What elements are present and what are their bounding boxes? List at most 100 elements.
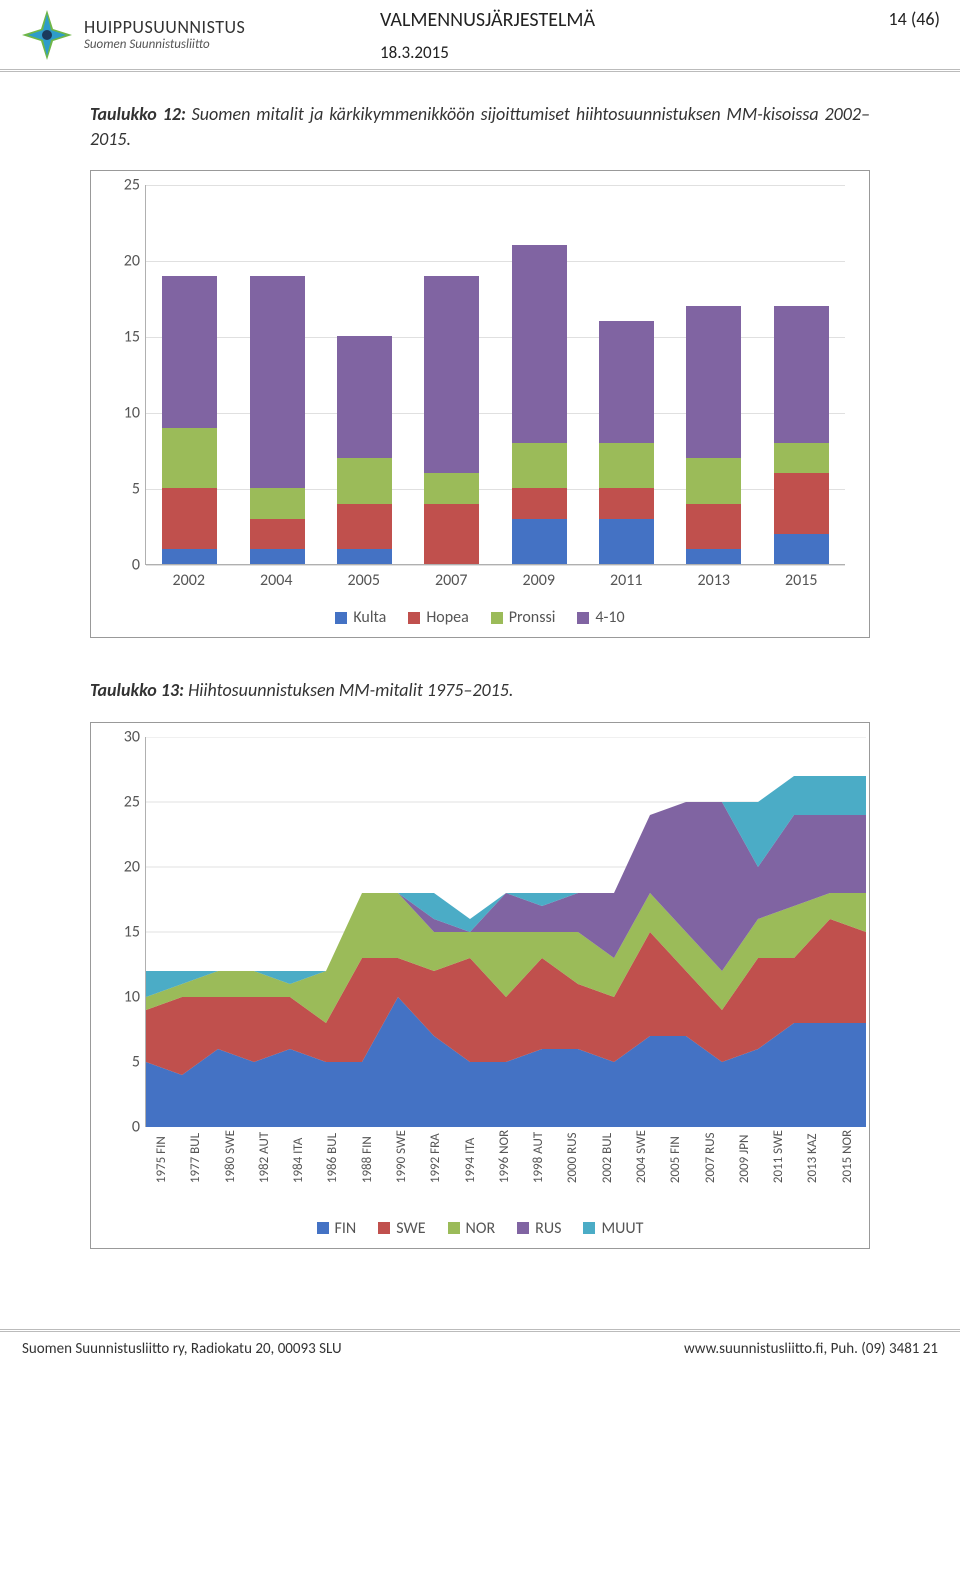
y-tick: 25 [110,792,140,811]
seg-4-10-2013 [686,306,741,458]
caption-12-label: Taulukko 12: [90,103,186,125]
seg-Kulta-2002 [162,549,217,564]
chart12-legend: Kulta Hopea Pronssi 4-10 [101,608,859,627]
bar-2015 [774,306,829,564]
legend-swatch [335,612,347,624]
legend-swatch [583,1222,595,1234]
bars-row [146,185,845,564]
x-tick: 2005 [336,571,391,590]
seg-4-10-2005 [337,336,392,458]
bar-2011 [599,321,654,564]
compass-logo-icon [20,8,74,62]
page-number: 14 (46) [869,8,940,30]
seg-Pronssi-2009 [512,443,567,489]
seg-Pronssi-2011 [599,443,654,489]
x-tick: 2007 [424,571,479,590]
chart13-plot: 051015202530 [145,737,865,1127]
legend-item-Pronssi: Pronssi [491,608,556,627]
logo-block: HUIPPUSUUNNISTUS Suomen Suunnistusliitto [20,8,340,62]
seg-Pronssi-2004 [250,488,305,518]
legend-item-4-10: 4-10 [577,608,624,627]
legend-label: Pronssi [509,608,556,627]
seg-Kulta-2015 [774,534,829,564]
x-tick: 2015 NOR [813,1148,883,1182]
seg-Kulta-2005 [337,549,392,564]
seg-Hopea-2015 [774,473,829,534]
legend-swatch [378,1222,390,1234]
x-tick: 2009 [511,571,566,590]
x-labels: 20022004200520072009201120132015 [145,571,845,590]
seg-Kulta-2011 [599,519,654,565]
legend-label: SWE [396,1219,425,1238]
x-tick: 2015 [774,571,829,590]
caption-13-label: Taulukko 13: [90,679,184,701]
legend-item-Kulta: Kulta [335,608,386,627]
legend-swatch [408,612,420,624]
legend-swatch [517,1222,529,1234]
caption-12-rest: Suomen mitalit ja kärkikymmenikköön sijo… [90,103,870,150]
legend-item-NOR: NOR [448,1219,496,1238]
legend-label: MUUT [601,1219,643,1238]
seg-Kulta-2009 [512,519,567,565]
seg-Pronssi-2007 [424,473,479,503]
bar-2005 [337,336,392,564]
y-tick: 20 [110,857,140,876]
y-tick: 10 [110,987,140,1006]
seg-4-10-2011 [599,321,654,443]
legend-item-RUS: RUS [517,1219,561,1238]
legend-label: Hopea [426,608,468,627]
legend-label: RUS [535,1219,561,1238]
bar-2002 [162,276,217,565]
bar-2007 [424,276,479,565]
seg-Kulta-2004 [250,549,305,564]
seg-Hopea-2002 [162,488,217,549]
seg-4-10-2002 [162,276,217,428]
legend-item-SWE: SWE [378,1219,425,1238]
y-tick: 25 [110,176,140,195]
caption-12: Taulukko 12: Suomen mitalit ja kärkikymm… [90,102,870,152]
y-tick: 20 [110,252,140,271]
legend-label: NOR [466,1219,496,1238]
content: Taulukko 12: Suomen mitalit ja kärkikymm… [0,72,960,1299]
header-center: VALMENNUSJÄRJESTELMÄ 18.3.2015 [340,8,869,63]
seg-Hopea-2004 [250,519,305,549]
y-tick: 15 [110,328,140,347]
seg-Hopea-2005 [337,504,392,550]
footer-left: Suomen Suunnistusliitto ry, Radiokatu 20… [22,1340,342,1358]
brand-title: HUIPPUSUUNNISTUS [84,18,245,38]
seg-4-10-2015 [774,306,829,443]
page-footer: Suomen Suunnistusliitto ry, Radiokatu 20… [0,1329,960,1370]
caption-13: Taulukko 13: Hiihtosuunnistuksen MM-mita… [90,678,870,703]
legend-item-FIN: FIN [317,1219,357,1238]
legend-swatch [577,612,589,624]
legend-swatch [491,612,503,624]
footer-right: www.suunnistusliitto.fi, Puh. (09) 3481 … [684,1340,938,1358]
chart-13-box: 0510152025301975 FIN1977 BUL1980 SWE1982… [90,722,870,1249]
seg-Pronssi-2002 [162,428,217,489]
seg-Hopea-2011 [599,488,654,518]
legend-item-MUUT: MUUT [583,1219,643,1238]
brand-sub: Suomen Suunnistusliitto [84,38,245,52]
gridline [146,565,845,566]
doc-title: VALMENNUSJÄRJESTELMÄ [380,8,869,32]
legend-label: Kulta [353,608,386,627]
seg-4-10-2004 [250,276,305,489]
x-tick: 2002 [161,571,216,590]
seg-Hopea-2009 [512,488,567,518]
chart12-plot: 0510152025 [145,185,845,565]
legend-item-Hopea: Hopea [408,608,468,627]
caption-13-rest: Hiihtosuunnistuksen MM-mitalit 1975–2015… [188,679,513,701]
y-tick: 10 [110,404,140,423]
seg-Hopea-2013 [686,504,741,550]
seg-Pronssi-2005 [337,458,392,504]
bar-2009 [512,245,567,564]
bar-2013 [686,306,741,564]
y-tick: 5 [110,480,140,499]
chart13-legend: FIN SWE NOR RUS MUUT [101,1219,859,1238]
bar-2004 [250,276,305,565]
seg-Kulta-2013 [686,549,741,564]
legend-swatch [317,1222,329,1234]
y-tick: 0 [110,556,140,575]
legend-label: 4-10 [595,608,624,627]
y-tick: 30 [110,727,140,746]
